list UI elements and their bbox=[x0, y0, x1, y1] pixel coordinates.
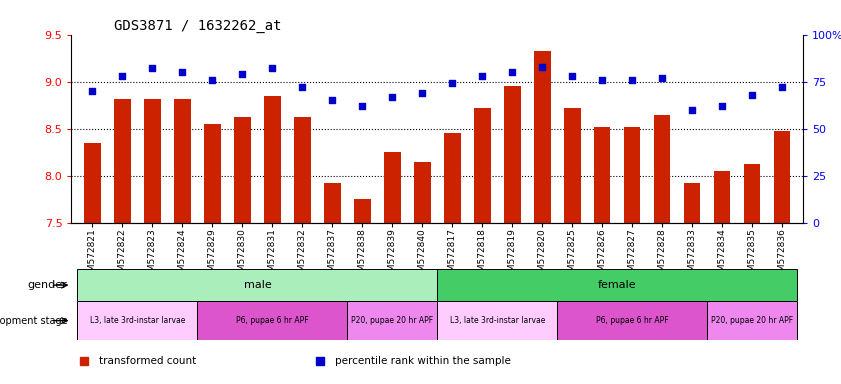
Bar bbox=[714, 171, 731, 223]
Bar bbox=[114, 99, 130, 223]
Bar bbox=[294, 118, 310, 223]
Point bbox=[296, 84, 309, 90]
Text: L3, late 3rd-instar larvae: L3, late 3rd-instar larvae bbox=[90, 316, 185, 325]
Point bbox=[415, 90, 429, 96]
Bar bbox=[234, 118, 251, 223]
Bar bbox=[534, 51, 551, 223]
Bar bbox=[204, 124, 220, 223]
Bar bbox=[707, 301, 797, 340]
Bar bbox=[654, 114, 670, 223]
Point bbox=[356, 103, 369, 109]
Text: development stage: development stage bbox=[0, 316, 67, 326]
Point bbox=[235, 71, 249, 77]
Bar bbox=[84, 143, 101, 223]
Text: gender: gender bbox=[28, 280, 67, 290]
Point bbox=[386, 94, 399, 100]
Text: female: female bbox=[598, 280, 637, 290]
Bar bbox=[347, 301, 437, 340]
Bar bbox=[504, 86, 521, 223]
Point bbox=[745, 92, 759, 98]
Point bbox=[775, 84, 789, 90]
Text: percentile rank within the sample: percentile rank within the sample bbox=[335, 356, 510, 366]
Text: L3, late 3rd-instar larvae: L3, late 3rd-instar larvae bbox=[450, 316, 545, 325]
Point bbox=[176, 69, 189, 75]
Point bbox=[655, 75, 669, 81]
Point bbox=[446, 80, 459, 86]
Bar bbox=[77, 269, 437, 301]
Bar bbox=[774, 131, 791, 223]
Text: P20, pupae 20 hr APF: P20, pupae 20 hr APF bbox=[352, 316, 433, 325]
Bar bbox=[144, 99, 161, 223]
Point bbox=[716, 103, 729, 109]
Text: P20, pupae 20 hr APF: P20, pupae 20 hr APF bbox=[711, 316, 793, 325]
Text: male: male bbox=[244, 280, 272, 290]
Point bbox=[685, 107, 699, 113]
Point bbox=[565, 73, 579, 79]
Text: GDS3871 / 1632262_at: GDS3871 / 1632262_at bbox=[114, 19, 281, 33]
Bar bbox=[264, 96, 281, 223]
Text: P6, pupae 6 hr APF: P6, pupae 6 hr APF bbox=[596, 316, 669, 325]
Bar bbox=[684, 183, 701, 223]
Bar bbox=[174, 99, 191, 223]
Bar bbox=[198, 301, 347, 340]
Bar bbox=[77, 301, 198, 340]
Point bbox=[536, 63, 549, 70]
Point bbox=[475, 73, 489, 79]
Bar bbox=[474, 108, 490, 223]
Text: P6, pupae 6 hr APF: P6, pupae 6 hr APF bbox=[236, 316, 309, 325]
Bar bbox=[324, 183, 341, 223]
Bar bbox=[624, 127, 641, 223]
Bar bbox=[437, 269, 797, 301]
Point bbox=[626, 77, 639, 83]
Point bbox=[266, 65, 279, 71]
Point bbox=[325, 98, 339, 104]
Text: transformed count: transformed count bbox=[99, 356, 197, 366]
Bar bbox=[444, 133, 461, 223]
Point bbox=[86, 88, 99, 94]
Bar bbox=[558, 301, 707, 340]
Bar bbox=[437, 301, 558, 340]
Point bbox=[505, 69, 519, 75]
Point bbox=[595, 77, 609, 83]
Bar bbox=[414, 162, 431, 223]
Bar bbox=[564, 108, 580, 223]
Point bbox=[116, 73, 130, 79]
Point bbox=[145, 65, 159, 71]
Bar bbox=[744, 164, 760, 223]
Bar bbox=[594, 127, 611, 223]
Bar bbox=[354, 199, 371, 223]
Bar bbox=[384, 152, 400, 223]
Point bbox=[206, 77, 220, 83]
